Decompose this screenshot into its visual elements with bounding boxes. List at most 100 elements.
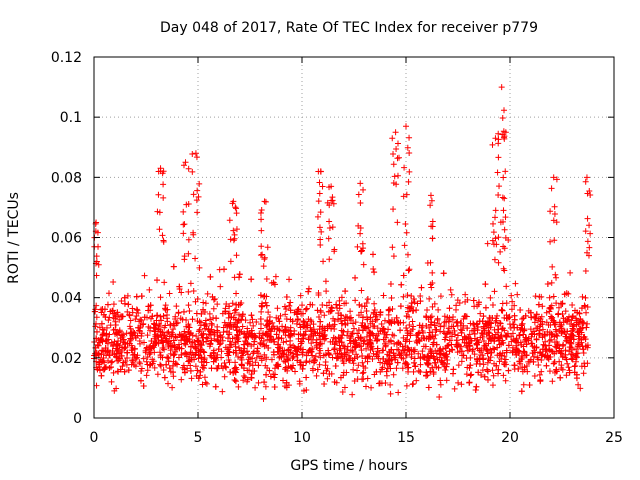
data-point — [200, 299, 207, 306]
data-point — [264, 244, 271, 251]
data-point — [569, 327, 576, 334]
data-point — [226, 359, 233, 366]
data-point — [375, 355, 382, 362]
data-point — [400, 334, 407, 341]
data-point — [95, 351, 102, 358]
data-point — [493, 317, 500, 324]
data-point — [162, 306, 169, 313]
data-point — [401, 242, 408, 249]
data-point — [263, 322, 270, 329]
data-point — [385, 311, 392, 318]
data-point — [147, 315, 154, 322]
data-point — [371, 269, 378, 276]
data-point — [508, 338, 515, 345]
x-axis-label: GPS time / hours — [290, 458, 407, 474]
data-point — [347, 308, 354, 315]
data-point — [240, 365, 247, 372]
data-point — [187, 362, 194, 369]
data-point — [324, 323, 331, 330]
data-point — [112, 330, 119, 337]
data-point — [185, 165, 192, 172]
data-point — [494, 169, 501, 176]
data-point — [159, 339, 166, 346]
data-point — [280, 377, 287, 384]
data-point — [225, 352, 232, 359]
data-point — [310, 359, 317, 366]
data-point — [137, 377, 144, 384]
x-tick-label: 25 — [605, 430, 623, 446]
data-point — [409, 381, 416, 388]
data-point — [417, 369, 424, 376]
data-point — [197, 368, 204, 375]
data-point — [271, 371, 278, 378]
data-point — [553, 300, 560, 307]
data-point — [569, 314, 576, 321]
data-point — [428, 284, 435, 291]
data-point — [349, 391, 356, 398]
data-point — [270, 336, 277, 343]
data-point — [218, 362, 225, 369]
y-tick-label: 0.02 — [51, 351, 82, 367]
data-point — [132, 355, 139, 362]
data-point — [439, 359, 446, 366]
data-point — [407, 327, 414, 334]
data-point — [316, 224, 323, 231]
data-point — [339, 388, 346, 395]
data-point — [545, 321, 552, 328]
data-point — [275, 348, 282, 355]
data-point — [214, 365, 221, 372]
data-point — [120, 331, 127, 338]
data-point — [245, 333, 252, 340]
data-point — [577, 316, 584, 323]
data-point — [430, 339, 437, 346]
data-point — [403, 382, 410, 389]
data-point — [232, 204, 239, 211]
data-point — [338, 339, 345, 346]
data-point — [511, 316, 518, 323]
data-point — [253, 354, 260, 361]
data-point — [159, 232, 166, 239]
data-point — [328, 307, 335, 314]
data-point — [303, 352, 310, 359]
data-point — [93, 314, 100, 321]
data-point — [531, 331, 538, 338]
data-point — [99, 347, 106, 354]
data-point — [574, 343, 581, 350]
data-point — [495, 259, 502, 266]
data-point — [250, 322, 257, 329]
data-point — [580, 370, 587, 377]
data-point — [582, 294, 589, 301]
data-point — [561, 329, 568, 336]
data-point — [562, 351, 569, 358]
data-point — [487, 294, 494, 301]
x-tick-label: 0 — [90, 430, 99, 446]
data-point — [185, 288, 192, 295]
data-point — [200, 330, 207, 337]
data-point — [170, 263, 177, 270]
data-point — [424, 306, 431, 313]
data-point — [233, 327, 240, 334]
data-point — [444, 314, 451, 321]
data-point — [92, 323, 99, 330]
data-point — [501, 107, 507, 114]
data-point — [408, 353, 415, 360]
data-point — [163, 361, 170, 368]
data-point — [194, 209, 201, 216]
data-point — [157, 361, 164, 368]
data-point — [442, 367, 449, 374]
data-point — [513, 335, 520, 342]
data-point — [536, 371, 543, 378]
data-point — [306, 335, 313, 342]
data-point — [409, 307, 416, 314]
data-point — [236, 328, 243, 335]
data-point — [427, 334, 434, 341]
data-point — [207, 352, 214, 359]
data-point — [448, 323, 455, 330]
data-point — [105, 357, 112, 364]
data-point — [350, 366, 357, 373]
data-point — [489, 301, 496, 308]
data-point — [571, 363, 578, 370]
data-point — [313, 344, 320, 351]
data-point — [100, 355, 107, 362]
data-point — [101, 366, 108, 373]
